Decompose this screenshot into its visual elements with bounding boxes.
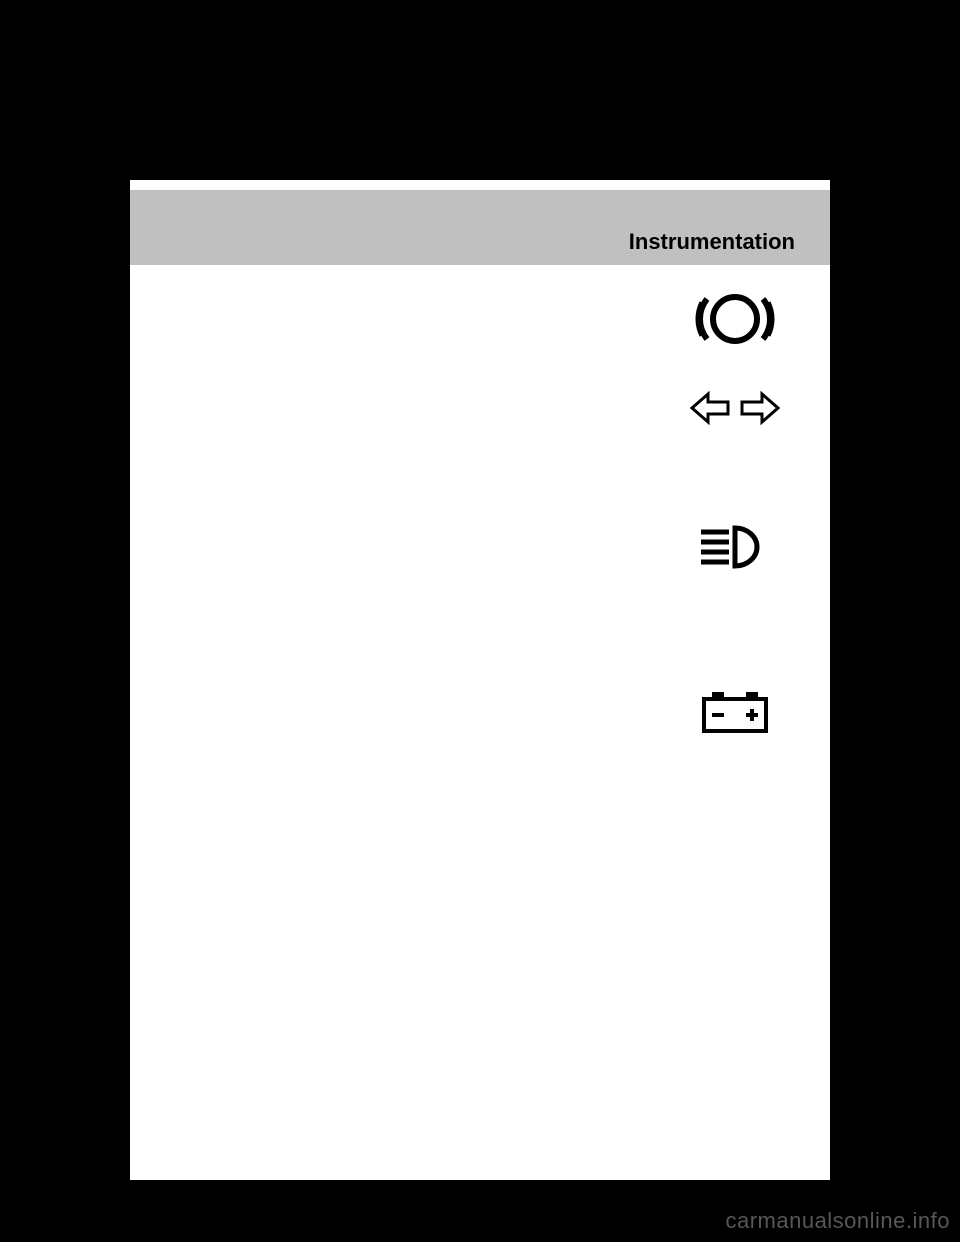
content-area: Anti-lock brake system (if equipped) Mom… [170,280,790,800]
empty-icon-slot [680,602,790,606]
section-text: High beams Illuminates when the high bea… [170,518,680,563]
section-turn-signal: Turn signal Illuminates when the left or… [170,384,790,488]
section-title: Charging system [170,685,660,705]
section-text: Anti-lock brake system (if equipped) Mom… [170,280,680,345]
section-title: High beams [170,518,660,538]
section-abs: Anti-lock brake system (if equipped) Mom… [170,280,790,354]
page-number: 9 [782,1134,790,1150]
section-text: Turn signal Illuminates when the left or… [170,384,680,488]
page-title: Instrumentation [629,229,795,255]
section-body: Briefly illuminates when the ignition is… [170,707,660,766]
high-beam-icon [680,518,790,572]
section-title: Anti-theft system (if equipped) [170,602,660,622]
section-title: Turn signal [170,384,660,404]
turn-signal-icon [680,384,790,428]
section-body: Illuminates when the high beam headlamps… [170,540,660,560]
section-anti-theft: Anti-theft system (if equipped) Refer to… [170,602,790,647]
section-text: Charging system Briefly illuminates when… [170,685,680,769]
section-body: Refer to Anti-theft system in the Contro… [170,624,660,644]
header-bar: Instrumentation [130,190,830,265]
manual-page: Instrumentation Anti-lock brake system (… [130,180,830,1180]
abs-icon [680,280,790,354]
section-body: Momentarily illuminates when the ignitio… [170,302,660,341]
section-body: Illuminates when the left or right turn … [170,406,660,484]
battery-icon [680,685,790,735]
watermark: carmanualsonline.info [725,1208,950,1234]
section-charging: Charging system Briefly illuminates when… [170,685,790,769]
section-title: Anti-lock brake system (if equipped) [170,280,660,300]
section-text: Anti-theft system (if equipped) Refer to… [170,602,680,647]
section-high-beam: High beams Illuminates when the high bea… [170,518,790,572]
